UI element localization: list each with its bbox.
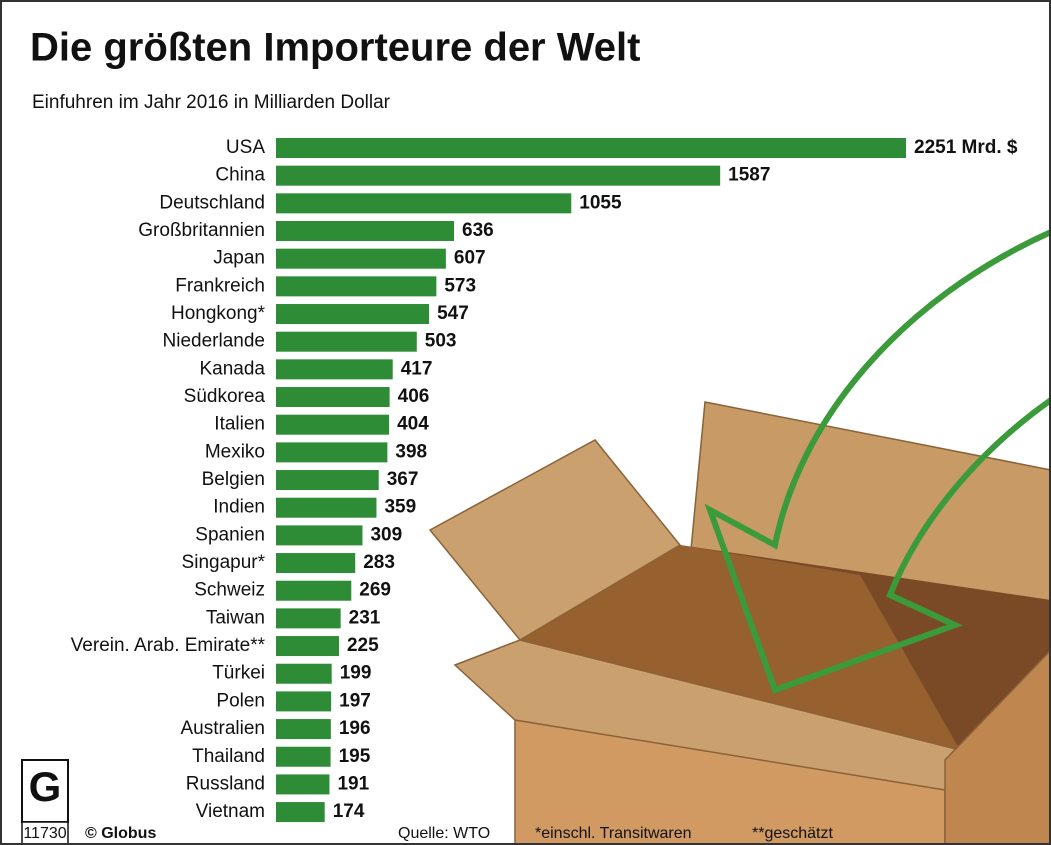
bar [276,802,325,823]
chart-title: Die größten Importeure der Welt [30,26,640,70]
credit: © Globus [85,825,156,842]
category-label: Polen [216,690,265,711]
category-label: Australien [181,718,266,739]
bar [276,359,393,380]
value-label: 406 [398,386,430,407]
category-label: Verein. Arab. Emirate** [71,635,266,656]
value-label: 607 [454,248,486,269]
bar [276,138,906,158]
value-label: 2251 Mrd. $ [914,137,1018,158]
value-label: 196 [339,718,371,739]
bar [276,746,331,767]
category-label: Taiwan [206,607,265,628]
value-label: 309 [370,524,402,545]
value-label: 174 [333,801,365,822]
note: **geschätzt [752,825,833,842]
value-label: 404 [397,414,429,435]
bar [276,442,388,463]
note: *einschl. Transitwaren [535,825,692,842]
value-label: 1587 [728,165,770,186]
category-label: Thailand [192,746,265,767]
logo: G [21,759,69,845]
category-label: Indien [213,497,265,518]
value-label: 225 [347,635,379,656]
value-label: 231 [349,607,381,628]
value-label: 197 [339,690,371,711]
svg-text:G: G [29,763,62,810]
value-label: 283 [363,552,395,573]
bar [276,276,437,297]
bar [276,608,341,629]
value-label: 573 [444,275,476,296]
code: 11730 [23,825,66,842]
bar [276,553,356,574]
category-label: Japan [213,248,265,269]
bar [276,414,390,435]
category-label: Spanien [195,524,265,545]
bar [276,387,390,408]
bar [276,331,417,352]
category-label: Niederlande [163,331,265,352]
category-label: Frankreich [175,275,265,296]
bar [276,719,331,740]
bar [276,774,330,795]
category-label: Schweiz [194,580,265,601]
bar [276,221,455,242]
value-label: 1055 [579,192,622,213]
bar [276,193,572,214]
value-label: 269 [359,580,391,601]
value-label: 199 [340,663,372,684]
category-label: Südkorea [184,386,266,407]
bar [276,248,446,269]
value-label: 503 [425,331,457,352]
category-label: Kanada [199,358,265,379]
subtitle: Einfuhren im Jahr 2016 in Milliarden Dol… [32,92,391,113]
category-label: Russland [186,773,265,794]
value-label: 367 [387,469,419,490]
category-label: Großbritannien [138,220,265,241]
value-label: 547 [437,303,469,324]
value-label: 398 [395,441,427,462]
bar [276,525,363,546]
category-label: Mexiko [205,441,265,462]
bar [276,165,721,186]
category-label: Italien [214,414,265,435]
source: Quelle: WTO [398,825,490,842]
category-label: Deutschland [159,192,265,213]
category-label: Hongkong* [171,303,266,324]
category-label: Belgien [202,469,265,490]
category-label: China [215,165,265,186]
bar [276,663,332,684]
category-label: Türkei [212,663,265,684]
category-label: USA [226,137,265,158]
illustration [428,229,1051,845]
value-label: 359 [384,497,416,518]
bar [276,497,377,518]
value-label: 191 [337,773,369,794]
bar [276,636,339,657]
bar [276,470,379,491]
value-label: 417 [401,358,433,379]
value-label: 195 [339,746,371,767]
value-label: 636 [462,220,494,241]
bar [276,691,332,712]
bar [276,580,352,601]
category-label: Singapur* [182,552,266,573]
bar [276,304,430,325]
category-label: Vietnam [196,801,265,822]
